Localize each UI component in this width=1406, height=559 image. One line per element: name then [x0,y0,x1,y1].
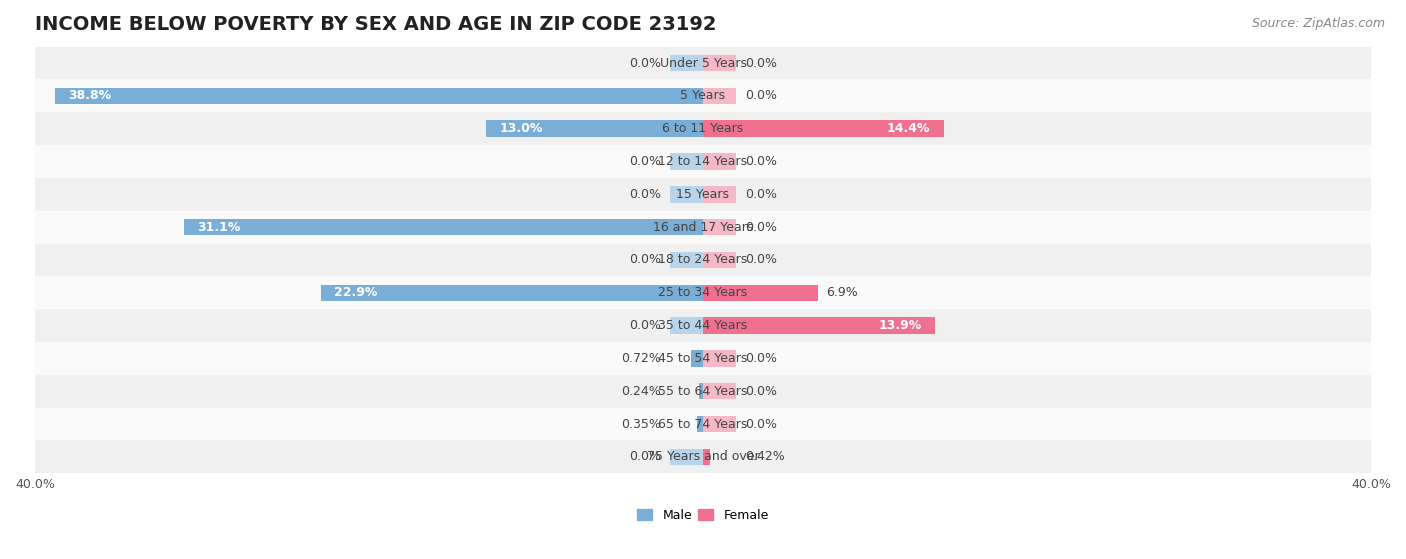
Bar [669,55,703,72]
Text: 15 Years: 15 Years [676,188,730,201]
Text: 16 and 17 Years: 16 and 17 Years [652,221,754,234]
Bar [703,285,818,301]
Bar [669,318,703,334]
Text: 0.0%: 0.0% [630,451,661,463]
Legend: Male, Female: Male, Female [633,504,773,527]
Text: 22.9%: 22.9% [333,286,377,299]
Bar [703,318,935,334]
Text: 0.0%: 0.0% [745,385,776,397]
Text: 25 to 34 Years: 25 to 34 Years [658,286,748,299]
Bar [703,416,737,432]
Text: INCOME BELOW POVERTY BY SEX AND AGE IN ZIP CODE 23192: INCOME BELOW POVERTY BY SEX AND AGE IN Z… [35,15,717,34]
Text: 12 to 14 Years: 12 to 14 Years [658,155,748,168]
Text: 0.0%: 0.0% [745,221,776,234]
Text: 45 to 54 Years: 45 to 54 Years [658,352,748,365]
Bar [669,252,703,268]
Bar [35,46,1371,79]
Bar [703,350,737,367]
Text: 13.9%: 13.9% [879,319,922,332]
Text: 35 to 44 Years: 35 to 44 Years [658,319,748,332]
Text: 0.0%: 0.0% [745,418,776,430]
Bar [697,416,703,432]
Bar [184,219,703,235]
Bar [35,342,1371,375]
Text: 75 Years and over: 75 Years and over [647,451,759,463]
Bar [703,383,737,399]
Text: 18 to 24 Years: 18 to 24 Years [658,253,748,267]
Bar [703,219,737,235]
Bar [55,88,703,104]
Bar [35,244,1371,276]
Text: 5 Years: 5 Years [681,89,725,102]
Text: 0.0%: 0.0% [745,155,776,168]
Text: 6 to 11 Years: 6 to 11 Years [662,122,744,135]
Bar [35,211,1371,244]
Text: 0.35%: 0.35% [621,418,661,430]
Bar [669,449,703,465]
Text: 0.0%: 0.0% [630,319,661,332]
Bar [669,186,703,202]
Bar [35,309,1371,342]
Bar [703,252,737,268]
Bar [35,79,1371,112]
Text: 0.0%: 0.0% [630,56,661,69]
Bar [321,285,703,301]
Bar [669,153,703,170]
Text: 0.0%: 0.0% [745,253,776,267]
Text: 38.8%: 38.8% [69,89,111,102]
Bar [699,383,703,399]
Text: 65 to 74 Years: 65 to 74 Years [658,418,748,430]
Bar [703,121,943,137]
Bar [486,121,703,137]
Text: 0.0%: 0.0% [745,56,776,69]
Bar [35,145,1371,178]
Bar [35,375,1371,408]
Bar [35,112,1371,145]
Text: 0.0%: 0.0% [745,188,776,201]
Text: 0.0%: 0.0% [630,155,661,168]
Bar [703,88,737,104]
Text: Source: ZipAtlas.com: Source: ZipAtlas.com [1251,17,1385,30]
Text: 0.0%: 0.0% [630,253,661,267]
Bar [690,350,703,367]
Text: 31.1%: 31.1% [197,221,240,234]
Bar [703,186,737,202]
Text: 0.24%: 0.24% [621,385,661,397]
Bar [35,408,1371,440]
Text: Under 5 Years: Under 5 Years [659,56,747,69]
Text: 0.72%: 0.72% [621,352,661,365]
Text: 13.0%: 13.0% [499,122,543,135]
Bar [35,276,1371,309]
Text: 0.0%: 0.0% [745,352,776,365]
Text: 0.0%: 0.0% [630,188,661,201]
Text: 55 to 64 Years: 55 to 64 Years [658,385,748,397]
Bar [703,153,737,170]
Text: 6.9%: 6.9% [827,286,858,299]
Text: 14.4%: 14.4% [887,122,931,135]
Bar [35,440,1371,473]
Text: 0.0%: 0.0% [745,89,776,102]
Bar [703,449,710,465]
Bar [35,178,1371,211]
Text: 0.42%: 0.42% [745,451,785,463]
Bar [703,55,737,72]
